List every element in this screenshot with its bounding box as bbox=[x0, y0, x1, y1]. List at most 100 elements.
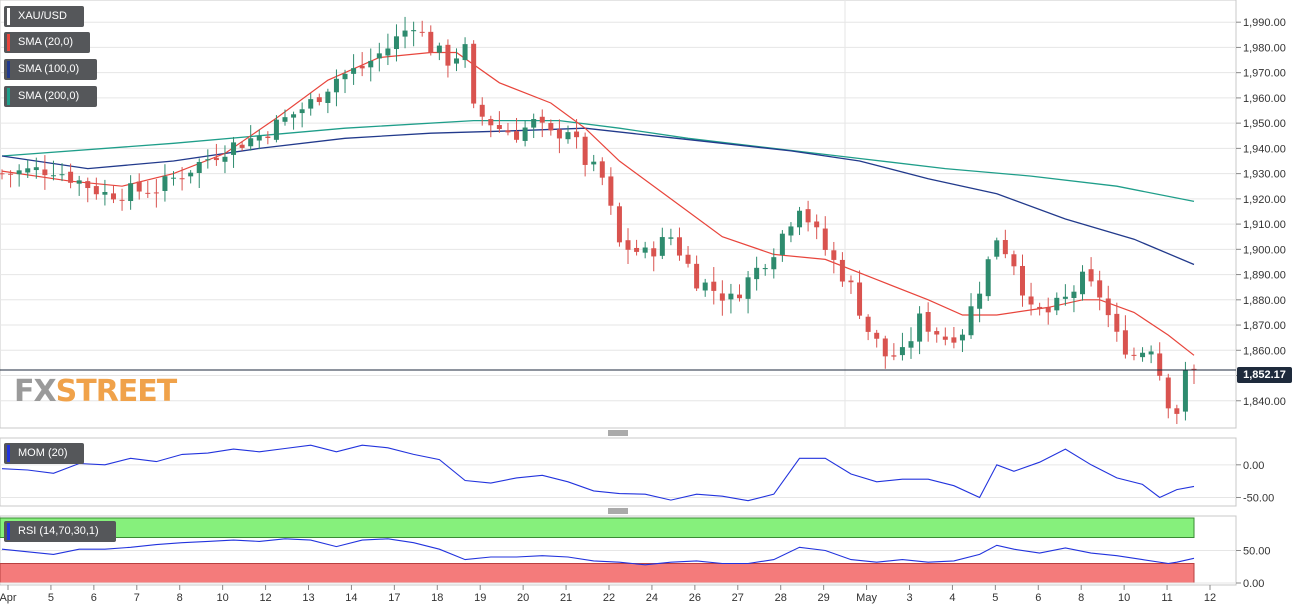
candle-body bbox=[771, 257, 777, 270]
candle-body bbox=[282, 117, 288, 122]
axis-tick-label: 1,860.00 bbox=[1243, 345, 1286, 357]
candle-body bbox=[342, 73, 348, 80]
candle-body bbox=[865, 316, 871, 332]
candle-body bbox=[745, 277, 751, 299]
candle-body bbox=[376, 53, 382, 59]
candle-body bbox=[42, 169, 48, 176]
price-panel[interactable]: 1,840.001,850.001,860.001,870.001,880.00… bbox=[0, 0, 1286, 585]
candle-body bbox=[899, 347, 905, 356]
time-tick-label: 6 bbox=[91, 592, 97, 604]
candle-body bbox=[882, 338, 888, 357]
candle-body bbox=[582, 136, 588, 165]
time-tick-label: 26 bbox=[689, 592, 701, 604]
legend-swatch bbox=[7, 523, 10, 540]
candle-body bbox=[188, 172, 194, 177]
candle-body bbox=[1122, 330, 1128, 355]
legend-xauusd[interactable]: XAU/USD bbox=[4, 6, 84, 27]
candle-body bbox=[110, 193, 116, 200]
legend-rsi[interactable]: RSI (14,70,30,1) bbox=[4, 521, 116, 542]
candle-body bbox=[1114, 313, 1120, 332]
candle-body bbox=[831, 250, 837, 260]
rsi-oversold-zone bbox=[0, 563, 1195, 584]
watermark-fx: FX bbox=[14, 374, 57, 409]
legend-sma-200[interactable]: SMA (200,0) bbox=[4, 86, 97, 107]
axis-tick-label: 1,910.00 bbox=[1243, 219, 1286, 231]
axis-tick-label: 1,970.00 bbox=[1243, 68, 1286, 80]
time-tick-label: 4 bbox=[949, 592, 955, 604]
axis-tick-label: 0.00 bbox=[1243, 578, 1264, 590]
legend-label: SMA (200,0) bbox=[18, 90, 80, 102]
candle-body bbox=[539, 116, 545, 123]
candle-body bbox=[959, 334, 965, 341]
candle-body bbox=[531, 119, 537, 128]
candle-body bbox=[616, 206, 622, 243]
candle-body bbox=[642, 247, 648, 253]
candle-body bbox=[994, 240, 1000, 257]
candle-body bbox=[85, 181, 91, 189]
rsi-panel[interactable]: 50.00 0.00 bbox=[0, 515, 1271, 590]
legend-label: MOM (20) bbox=[18, 447, 68, 459]
candle-body bbox=[779, 233, 785, 255]
candle-body bbox=[514, 131, 520, 140]
candle-body bbox=[1097, 280, 1103, 298]
time-tick-label: 6 bbox=[1035, 592, 1041, 604]
candle-body bbox=[411, 30, 417, 32]
axis-tick-label: 0.00 bbox=[1243, 460, 1264, 472]
time-tick-label: 19 bbox=[474, 592, 486, 604]
rsi-overbought-zone bbox=[0, 517, 1195, 538]
candle-body bbox=[1105, 298, 1111, 316]
candle-body bbox=[702, 282, 708, 291]
candle-body bbox=[1011, 254, 1017, 267]
time-tick-label: 27 bbox=[732, 592, 744, 604]
candle-body bbox=[359, 65, 365, 69]
axis-tick-label: 1,990.00 bbox=[1243, 17, 1286, 29]
candle-body bbox=[153, 192, 159, 194]
momentum-panel[interactable]: 0.00 -50.00 bbox=[0, 437, 1274, 507]
candle-body bbox=[162, 176, 168, 191]
candle-body bbox=[1019, 265, 1025, 296]
legend-sma-100[interactable]: SMA (100,0) bbox=[4, 59, 97, 80]
candle-body bbox=[8, 173, 14, 175]
time-tick-label: 22 bbox=[603, 592, 615, 604]
panel-resize-handle-1[interactable] bbox=[608, 430, 628, 436]
time-tick-label: 12 bbox=[259, 592, 271, 604]
sma-100-line bbox=[1, 127, 1195, 266]
candle-body bbox=[1165, 377, 1171, 409]
candle-body bbox=[574, 131, 580, 138]
candle-body bbox=[668, 237, 674, 239]
candle-body bbox=[608, 176, 614, 206]
time-tick-label: 24 bbox=[646, 592, 658, 604]
axis-tick-label: 1,840.00 bbox=[1243, 396, 1286, 408]
candle-body bbox=[102, 191, 108, 195]
sma-200-path bbox=[1, 119, 1195, 203]
candle-body bbox=[402, 30, 408, 37]
momentum-path bbox=[1, 444, 1195, 502]
candle-body bbox=[908, 341, 914, 348]
candle-body bbox=[1062, 296, 1068, 299]
last-price-tag: 1,852.17 bbox=[1237, 367, 1292, 383]
time-tick-label: 7 bbox=[134, 592, 140, 604]
candle-body bbox=[728, 293, 734, 300]
time-tick-label: 13 bbox=[302, 592, 314, 604]
candle-body bbox=[599, 161, 605, 178]
candle-body bbox=[222, 156, 228, 162]
candle-body bbox=[33, 167, 39, 171]
legend-sma-20[interactable]: SMA (20,0) bbox=[4, 32, 90, 53]
candle-body bbox=[393, 36, 399, 50]
candle-body bbox=[1088, 269, 1094, 282]
time-tick-label: 5 bbox=[992, 592, 998, 604]
candle-body bbox=[50, 175, 56, 177]
momentum-line bbox=[1, 444, 1195, 502]
panel-resize-handle-2[interactable] bbox=[608, 508, 628, 514]
legend-mom[interactable]: MOM (20) bbox=[4, 443, 84, 464]
candle-body bbox=[1045, 307, 1051, 313]
axis-tick-label: 1,930.00 bbox=[1243, 169, 1286, 181]
candle-body bbox=[505, 130, 511, 133]
sma-200-line bbox=[1, 119, 1195, 203]
candle-body bbox=[231, 142, 237, 155]
candle-body bbox=[625, 240, 631, 250]
watermark-street: STREET bbox=[55, 374, 178, 409]
candle-body bbox=[1191, 368, 1197, 371]
candle-body bbox=[445, 44, 451, 66]
